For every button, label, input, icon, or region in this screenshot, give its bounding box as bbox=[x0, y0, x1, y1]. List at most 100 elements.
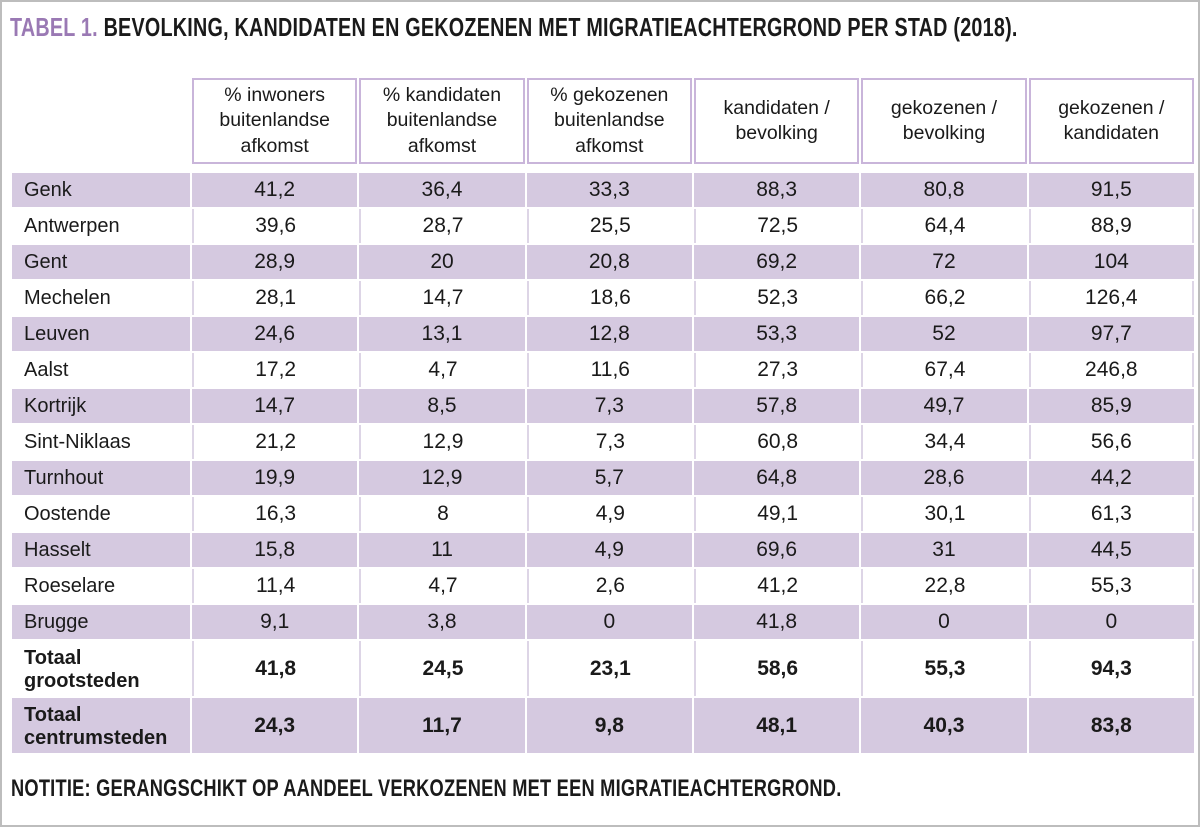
header-row: % inwoners buitenlandse afkomst % kandid… bbox=[12, 78, 1194, 164]
value-cell: 3,8 bbox=[359, 605, 525, 639]
value-cell: 34,4 bbox=[861, 425, 1027, 459]
data-table: % inwoners buitenlandse afkomst % kandid… bbox=[10, 76, 1196, 755]
value-cell: 246,8 bbox=[1028, 353, 1194, 387]
row-label-cell: Turnhout bbox=[12, 461, 190, 495]
table-caption-text: BEVOLKING, KANDIDATEN EN GEKOZENEN MET M… bbox=[103, 12, 1018, 42]
table-body: Genk 41,2 36,4 33,3 88,3 80,8 91,5 Antwerpen 39,… bbox=[12, 173, 1194, 753]
value-cell: 28,1 bbox=[192, 281, 358, 315]
row-label-cell: Leuven bbox=[12, 317, 190, 351]
value-cell: 8 bbox=[359, 497, 525, 531]
row-label-cell: Kortrijk bbox=[12, 389, 190, 423]
value-cell: 25,5 bbox=[526, 209, 692, 243]
value-cell: 85,9 bbox=[1028, 389, 1194, 423]
value-cell: 24,6 bbox=[192, 317, 358, 351]
value-cell: 20 bbox=[359, 245, 525, 279]
value-cell: 49,1 bbox=[693, 497, 860, 531]
table-header: % inwoners buitenlandse afkomst % kandid… bbox=[12, 78, 1194, 171]
value-cell: 9,1 bbox=[192, 605, 358, 639]
value-cell: 4,9 bbox=[526, 533, 692, 567]
value-cell: 11 bbox=[359, 533, 525, 567]
value-cell: 67,4 bbox=[861, 353, 1027, 387]
value-cell: 4,7 bbox=[359, 569, 525, 603]
value-cell: 28,7 bbox=[359, 209, 525, 243]
value-cell: 19,9 bbox=[192, 461, 358, 495]
table-note-text: NOTITIE: GERANGSCHIKT OP AANDEEL VERKOZE… bbox=[11, 775, 842, 802]
row-label-cell: Brugge bbox=[12, 605, 190, 639]
row-label-cell: Aalst bbox=[12, 353, 190, 387]
value-cell: 30,1 bbox=[861, 497, 1027, 531]
value-cell: 69,6 bbox=[693, 533, 860, 567]
value-cell: 13,1 bbox=[359, 317, 525, 351]
value-cell: 2,6 bbox=[526, 569, 692, 603]
value-cell: 49,7 bbox=[861, 389, 1027, 423]
page: TABEL 1. BEVOLKING, KANDIDATEN EN GEKOZE… bbox=[2, 2, 1198, 803]
value-cell: 24,3 bbox=[192, 698, 358, 753]
table-row: Roeselare 11,4 4,7 2,6 41,2 22,8 55,3 bbox=[12, 569, 1194, 603]
value-cell: 7,3 bbox=[526, 389, 692, 423]
value-cell: 94,3 bbox=[1028, 641, 1194, 696]
table-row: Brugge 9,1 3,8 0 41,8 0 0 bbox=[12, 605, 1194, 639]
row-label-cell: Gent bbox=[12, 245, 190, 279]
table-row: Kortrijk 14,7 8,5 7,3 57,8 49,7 85,9 bbox=[12, 389, 1194, 423]
table-row: Aalst 17,2 4,7 11,6 27,3 67,4 246,8 bbox=[12, 353, 1194, 387]
value-cell: 4,9 bbox=[526, 497, 692, 531]
value-cell: 126,4 bbox=[1028, 281, 1194, 315]
column-header-gekozenen: % gekozenen buitenlandse afkomst bbox=[526, 78, 692, 164]
row-label-cell: Sint-Niklaas bbox=[12, 425, 190, 459]
column-header-gekozenen-bevolking: gekozenen / bevolking bbox=[861, 78, 1027, 164]
column-header-gekozenen-kandidaten: gekozenen / kandidaten bbox=[1028, 78, 1194, 164]
row-label-cell: Genk bbox=[12, 173, 190, 207]
row-label-cell: Hasselt bbox=[12, 533, 190, 567]
table-row: Genk 41,2 36,4 33,3 88,3 80,8 91,5 bbox=[12, 173, 1194, 207]
value-cell: 60,8 bbox=[693, 425, 860, 459]
table-row-total: Totaal grootsteden 41,8 24,5 23,1 58,6 55,3 94… bbox=[12, 641, 1194, 696]
table-row: Mechelen 28,1 14,7 18,6 52,3 66,2 126,4 bbox=[12, 281, 1194, 315]
row-label-cell: Roeselare bbox=[12, 569, 190, 603]
value-cell: 53,3 bbox=[693, 317, 860, 351]
value-cell: 4,7 bbox=[359, 353, 525, 387]
value-cell: 0 bbox=[1028, 605, 1194, 639]
table-caption: TABEL 1. BEVOLKING, KANDIDATEN EN GEKOZE… bbox=[10, 12, 1190, 42]
value-cell: 16,3 bbox=[192, 497, 358, 531]
value-cell: 5,7 bbox=[526, 461, 692, 495]
value-cell: 40,3 bbox=[861, 698, 1027, 753]
value-cell: 23,1 bbox=[526, 641, 692, 696]
value-cell: 91,5 bbox=[1028, 173, 1194, 207]
value-cell: 12,9 bbox=[359, 425, 525, 459]
table-row: Gent 28,9 20 20,8 69,2 72 104 bbox=[12, 245, 1194, 279]
value-cell: 55,3 bbox=[1028, 569, 1194, 603]
value-cell: 7,3 bbox=[526, 425, 692, 459]
value-cell: 41,2 bbox=[192, 173, 358, 207]
value-cell: 44,2 bbox=[1028, 461, 1194, 495]
row-label-cell: Totaal grootsteden bbox=[12, 641, 190, 696]
value-cell: 36,4 bbox=[359, 173, 525, 207]
value-cell: 41,2 bbox=[693, 569, 860, 603]
table-row: Oostende 16,3 8 4,9 49,1 30,1 61,3 bbox=[12, 497, 1194, 531]
value-cell: 69,2 bbox=[693, 245, 860, 279]
value-cell: 41,8 bbox=[192, 641, 358, 696]
row-label-cell: Mechelen bbox=[12, 281, 190, 315]
value-cell: 57,8 bbox=[693, 389, 860, 423]
value-cell: 58,6 bbox=[693, 641, 860, 696]
column-header-kandidaten: % kandidaten buitenlandse afkomst bbox=[359, 78, 525, 164]
table-row: Turnhout 19,9 12,9 5,7 64,8 28,6 44,2 bbox=[12, 461, 1194, 495]
value-cell: 14,7 bbox=[359, 281, 525, 315]
table-note: NOTITIE: GERANGSCHIKT OP AANDEEL VERKOZE… bbox=[11, 775, 1190, 803]
value-cell: 20,8 bbox=[526, 245, 692, 279]
value-cell: 12,9 bbox=[359, 461, 525, 495]
value-cell: 14,7 bbox=[192, 389, 358, 423]
table-row: Antwerpen 39,6 28,7 25,5 72,5 64,4 88,9 bbox=[12, 209, 1194, 243]
value-cell: 27,3 bbox=[693, 353, 860, 387]
value-cell: 44,5 bbox=[1028, 533, 1194, 567]
value-cell: 61,3 bbox=[1028, 497, 1194, 531]
value-cell: 52 bbox=[861, 317, 1027, 351]
value-cell: 52,3 bbox=[693, 281, 860, 315]
value-cell: 12,8 bbox=[526, 317, 692, 351]
header-corner-cell bbox=[12, 78, 190, 164]
value-cell: 41,8 bbox=[693, 605, 860, 639]
value-cell: 8,5 bbox=[359, 389, 525, 423]
value-cell: 83,8 bbox=[1028, 698, 1194, 753]
value-cell: 11,4 bbox=[192, 569, 358, 603]
value-cell: 0 bbox=[861, 605, 1027, 639]
value-cell: 97,7 bbox=[1028, 317, 1194, 351]
